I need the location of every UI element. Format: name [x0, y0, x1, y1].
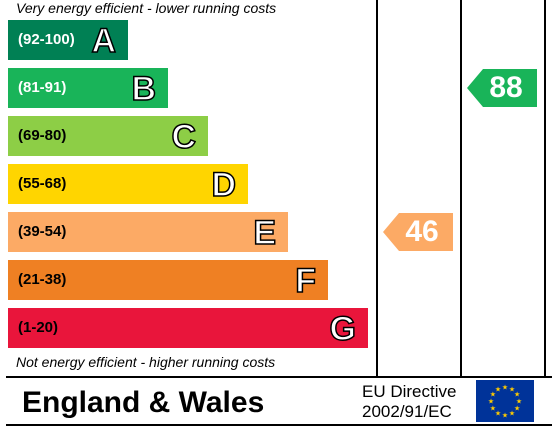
rating-arrow-shape — [467, 69, 537, 107]
flag-star: ★ — [488, 398, 494, 406]
rating-potential: 88 — [467, 69, 543, 107]
rating-current: 46 — [383, 213, 459, 251]
rating-arrow-shape — [383, 213, 453, 251]
column-divider-middle — [460, 0, 462, 378]
flag-star: ★ — [514, 405, 520, 413]
flag-star: ★ — [502, 384, 508, 392]
band-range-label: (92-100) — [18, 31, 75, 48]
band-letter-label: E — [253, 213, 277, 253]
rating-value: 88 — [489, 71, 523, 104]
flag-star: ★ — [495, 385, 501, 393]
column-divider-right — [544, 0, 546, 378]
bottom-caption: Not energy efficient - higher running co… — [16, 354, 276, 370]
band-range-label: (21-38) — [18, 271, 67, 288]
band-e: (39-54) E — [8, 212, 288, 253]
directive-line2: 2002/91/EC — [362, 402, 452, 421]
flag-star: ★ — [502, 412, 508, 420]
band-b: (81-91) B — [8, 68, 168, 109]
band-letter-label: C — [171, 117, 197, 157]
footer-border — [6, 376, 552, 426]
band-letter-label: F — [294, 261, 316, 301]
rating-value: 46 — [405, 215, 439, 248]
band-g: (1-20) G — [8, 308, 368, 349]
band-c: (69-80) C — [8, 116, 208, 157]
rating-arrow — [467, 69, 537, 107]
band-a: (92-100) A — [8, 20, 128, 61]
band-range-label: (81-91) — [18, 79, 67, 96]
directive-line1: EU Directive — [362, 382, 457, 401]
flag-star: ★ — [514, 391, 520, 399]
eu-flag-icon: ★ ★ ★ ★ ★ ★ ★ ★ ★ ★ ★ ★ — [476, 380, 534, 422]
band-letter-label: G — [329, 309, 357, 349]
region-title: England & Wales — [22, 386, 265, 419]
flag-star: ★ — [509, 385, 515, 393]
flag-star: ★ — [490, 391, 496, 399]
flag-star: ★ — [509, 410, 515, 418]
band-letter-label: B — [131, 69, 157, 109]
rating-arrow — [383, 213, 453, 251]
band-letter-label: A — [91, 21, 117, 61]
top-caption: Very energy efficient - lower running co… — [16, 0, 277, 16]
band-f: (21-38) F — [8, 260, 328, 301]
band-letter-label: D — [211, 165, 237, 205]
band-range-label: (69-80) — [18, 127, 67, 144]
band-range-label: (39-54) — [18, 223, 67, 240]
band-range-label: (1-20) — [18, 319, 59, 336]
band-d: (55-68) D — [8, 164, 248, 205]
column-divider-left — [376, 0, 378, 378]
flag-star: ★ — [490, 405, 496, 413]
flag-star: ★ — [516, 398, 522, 406]
band-range-label: (55-68) — [18, 175, 67, 192]
flag-star: ★ — [495, 410, 501, 418]
